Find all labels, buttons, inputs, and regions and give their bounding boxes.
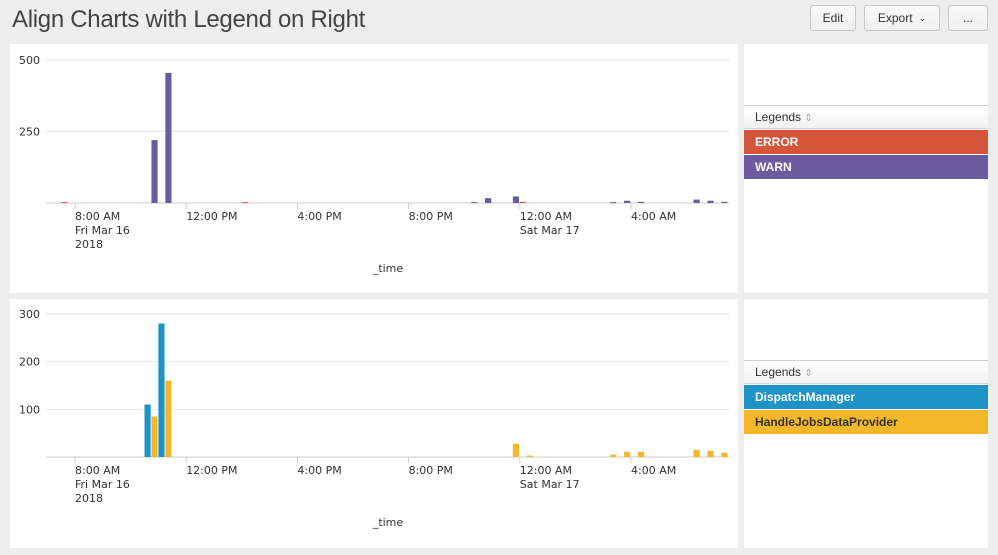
x-tick-label: 12:00 AM [520, 464, 572, 477]
x-tick-label: 8:00 AM [75, 464, 120, 477]
x-tick-label: Sat Mar 17 [520, 224, 580, 237]
export-label: Export [877, 11, 913, 25]
legend-item-dispatchmanager[interactable]: DispatchManager [744, 385, 988, 409]
legend-title: Legends [755, 110, 802, 124]
legend-item-handlejobsdataprovider[interactable]: HandleJobsDataProvider [744, 410, 988, 434]
bar-dispatchmanager [144, 404, 151, 457]
legend-panel-1: Legends ⇕ ERROR WARN [744, 44, 988, 293]
x-tick-label: Fri Mar 16 [75, 478, 130, 491]
x-tick-label: 4:00 PM [297, 210, 341, 223]
bar-handlejobsdataprovider [637, 451, 645, 457]
y-tick-label: 250 [19, 126, 40, 139]
x-tick-label: Fri Mar 16 [75, 224, 130, 237]
sort-icon: ⇕ [804, 113, 813, 124]
x-tick-label: 8:00 PM [409, 210, 453, 223]
bar-error [519, 201, 526, 203]
x-tick-label: 2018 [75, 238, 103, 251]
edit-button[interactable]: Edit [810, 5, 856, 31]
bar-handlejobsdataprovider [526, 455, 533, 457]
legend-header[interactable]: Legends ⇕ [744, 360, 988, 384]
bar-handlejobsdataprovider [721, 452, 728, 457]
bar-warn [693, 199, 700, 203]
x-tick-label: 4:00 AM [631, 210, 676, 223]
bar-warn [471, 202, 478, 204]
x-tick-label: 12:00 PM [186, 464, 237, 477]
x-tick-label: 12:00 AM [520, 210, 572, 223]
bar-warn [151, 140, 158, 203]
y-tick-label: 100 [19, 403, 40, 416]
bar-warn [637, 201, 645, 203]
x-axis-title: _time [372, 262, 404, 275]
legend-title: Legends [755, 365, 802, 379]
bar-handlejobsdataprovider [624, 451, 631, 457]
bar-handlejobsdataprovider [165, 380, 172, 457]
chevron-down-icon: ⌄ [918, 12, 927, 23]
bar-handlejobsdataprovider [610, 454, 617, 457]
y-tick-label: 300 [19, 308, 40, 321]
bar-warn [512, 196, 519, 203]
x-tick-label: 2018 [75, 492, 103, 505]
legend-item-warn[interactable]: WARN [744, 155, 988, 179]
x-tick-label: Sat Mar 17 [520, 478, 580, 491]
bar-warn [165, 72, 172, 204]
bar-handlejobsdataprovider [512, 443, 519, 457]
y-tick-label: 200 [19, 356, 40, 369]
chart-panel-1: 500 250 8:00 AM Fri Mar 16 2018 12:00 PM 4:00 … [10, 44, 738, 293]
page-title: Align Charts with Legend on Right [12, 6, 365, 33]
export-button[interactable]: Export ⌄ [864, 5, 940, 31]
bar-warn [721, 201, 728, 203]
bar-warn [610, 202, 617, 204]
more-button[interactable]: ... [948, 5, 988, 31]
x-tick-label: 4:00 AM [631, 464, 676, 477]
bar-warn [485, 198, 492, 203]
bar-error [61, 202, 68, 204]
chart-panel-2: 300 200 100 8:00 AM Fri Mar 16 2018 12:00 PM 4:… [10, 299, 738, 548]
x-tick-label: 8:00 PM [409, 464, 453, 477]
bar-dispatchmanager [158, 323, 165, 457]
legend-panel-2: Legends ⇕ DispatchManager HandleJobsDataPr… [744, 299, 988, 548]
x-tick-label: 12:00 PM [186, 210, 237, 223]
x-axis-title: _time [372, 516, 404, 529]
sort-icon: ⇕ [804, 368, 813, 379]
bar-warn [707, 200, 714, 203]
bar-handlejobsdataprovider [151, 416, 158, 457]
x-tick-label: 4:00 PM [297, 464, 341, 477]
x-tick-label: 8:00 AM [75, 210, 120, 223]
bar-handlejobsdataprovider [693, 449, 700, 457]
legend-header[interactable]: Legends ⇕ [744, 105, 988, 129]
y-tick-label: 500 [19, 54, 40, 67]
legend-item-error[interactable]: ERROR [744, 130, 988, 154]
bar-warn [624, 200, 631, 203]
bar-error [241, 202, 248, 204]
bar-handlejobsdataprovider [707, 450, 714, 457]
